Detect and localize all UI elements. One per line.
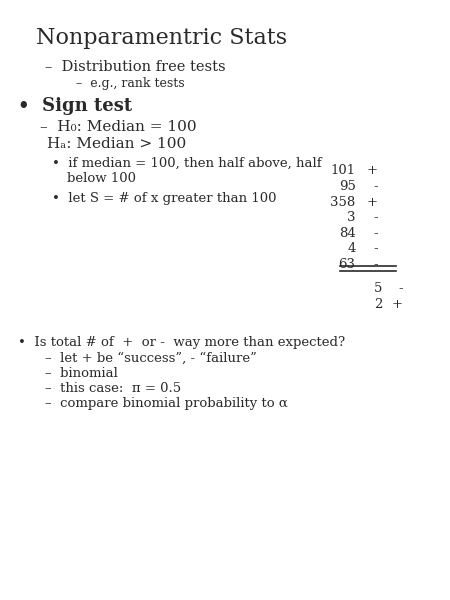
Text: •  let S = # of x greater than 100: • let S = # of x greater than 100	[52, 192, 276, 205]
Text: below 100: below 100	[67, 172, 135, 185]
Text: -: -	[374, 242, 378, 256]
Text: –  Distribution free tests: – Distribution free tests	[45, 60, 225, 74]
Text: -: -	[374, 211, 378, 224]
Text: –  H₀: Median = 100: – H₀: Median = 100	[40, 120, 197, 134]
Text: •  Is total # of  +  or -  way more than expected?: • Is total # of + or - way more than exp…	[18, 336, 345, 349]
Text: +: +	[392, 298, 403, 311]
Text: 4: 4	[347, 242, 356, 256]
Text: -: -	[374, 180, 378, 193]
Text: 2: 2	[374, 298, 382, 311]
Text: Nonparamentric Stats: Nonparamentric Stats	[36, 27, 287, 49]
Text: Hₐ: Median > 100: Hₐ: Median > 100	[47, 137, 186, 151]
Text: 3: 3	[347, 211, 356, 224]
Text: 63: 63	[338, 258, 356, 271]
Text: +: +	[367, 164, 378, 178]
Text: 5: 5	[374, 282, 382, 295]
Text: 101: 101	[330, 164, 356, 178]
Text: –  binomial: – binomial	[45, 367, 118, 380]
Text: -: -	[374, 258, 378, 271]
Text: -: -	[398, 282, 403, 295]
Text: –  e.g., rank tests: – e.g., rank tests	[76, 77, 185, 90]
Text: –  this case:  π = 0.5: – this case: π = 0.5	[45, 382, 181, 395]
Text: –  compare binomial probability to α: – compare binomial probability to α	[45, 397, 288, 410]
Text: 95: 95	[338, 180, 356, 193]
Text: 84: 84	[339, 227, 356, 240]
Text: –  let + be “success”, - “failure”: – let + be “success”, - “failure”	[45, 352, 257, 365]
Text: -: -	[374, 227, 378, 240]
Text: •  Sign test: • Sign test	[18, 97, 132, 115]
Text: 358: 358	[330, 196, 356, 209]
Text: +: +	[367, 196, 378, 209]
Text: •  if median = 100, then half above, half: • if median = 100, then half above, half	[52, 157, 321, 170]
